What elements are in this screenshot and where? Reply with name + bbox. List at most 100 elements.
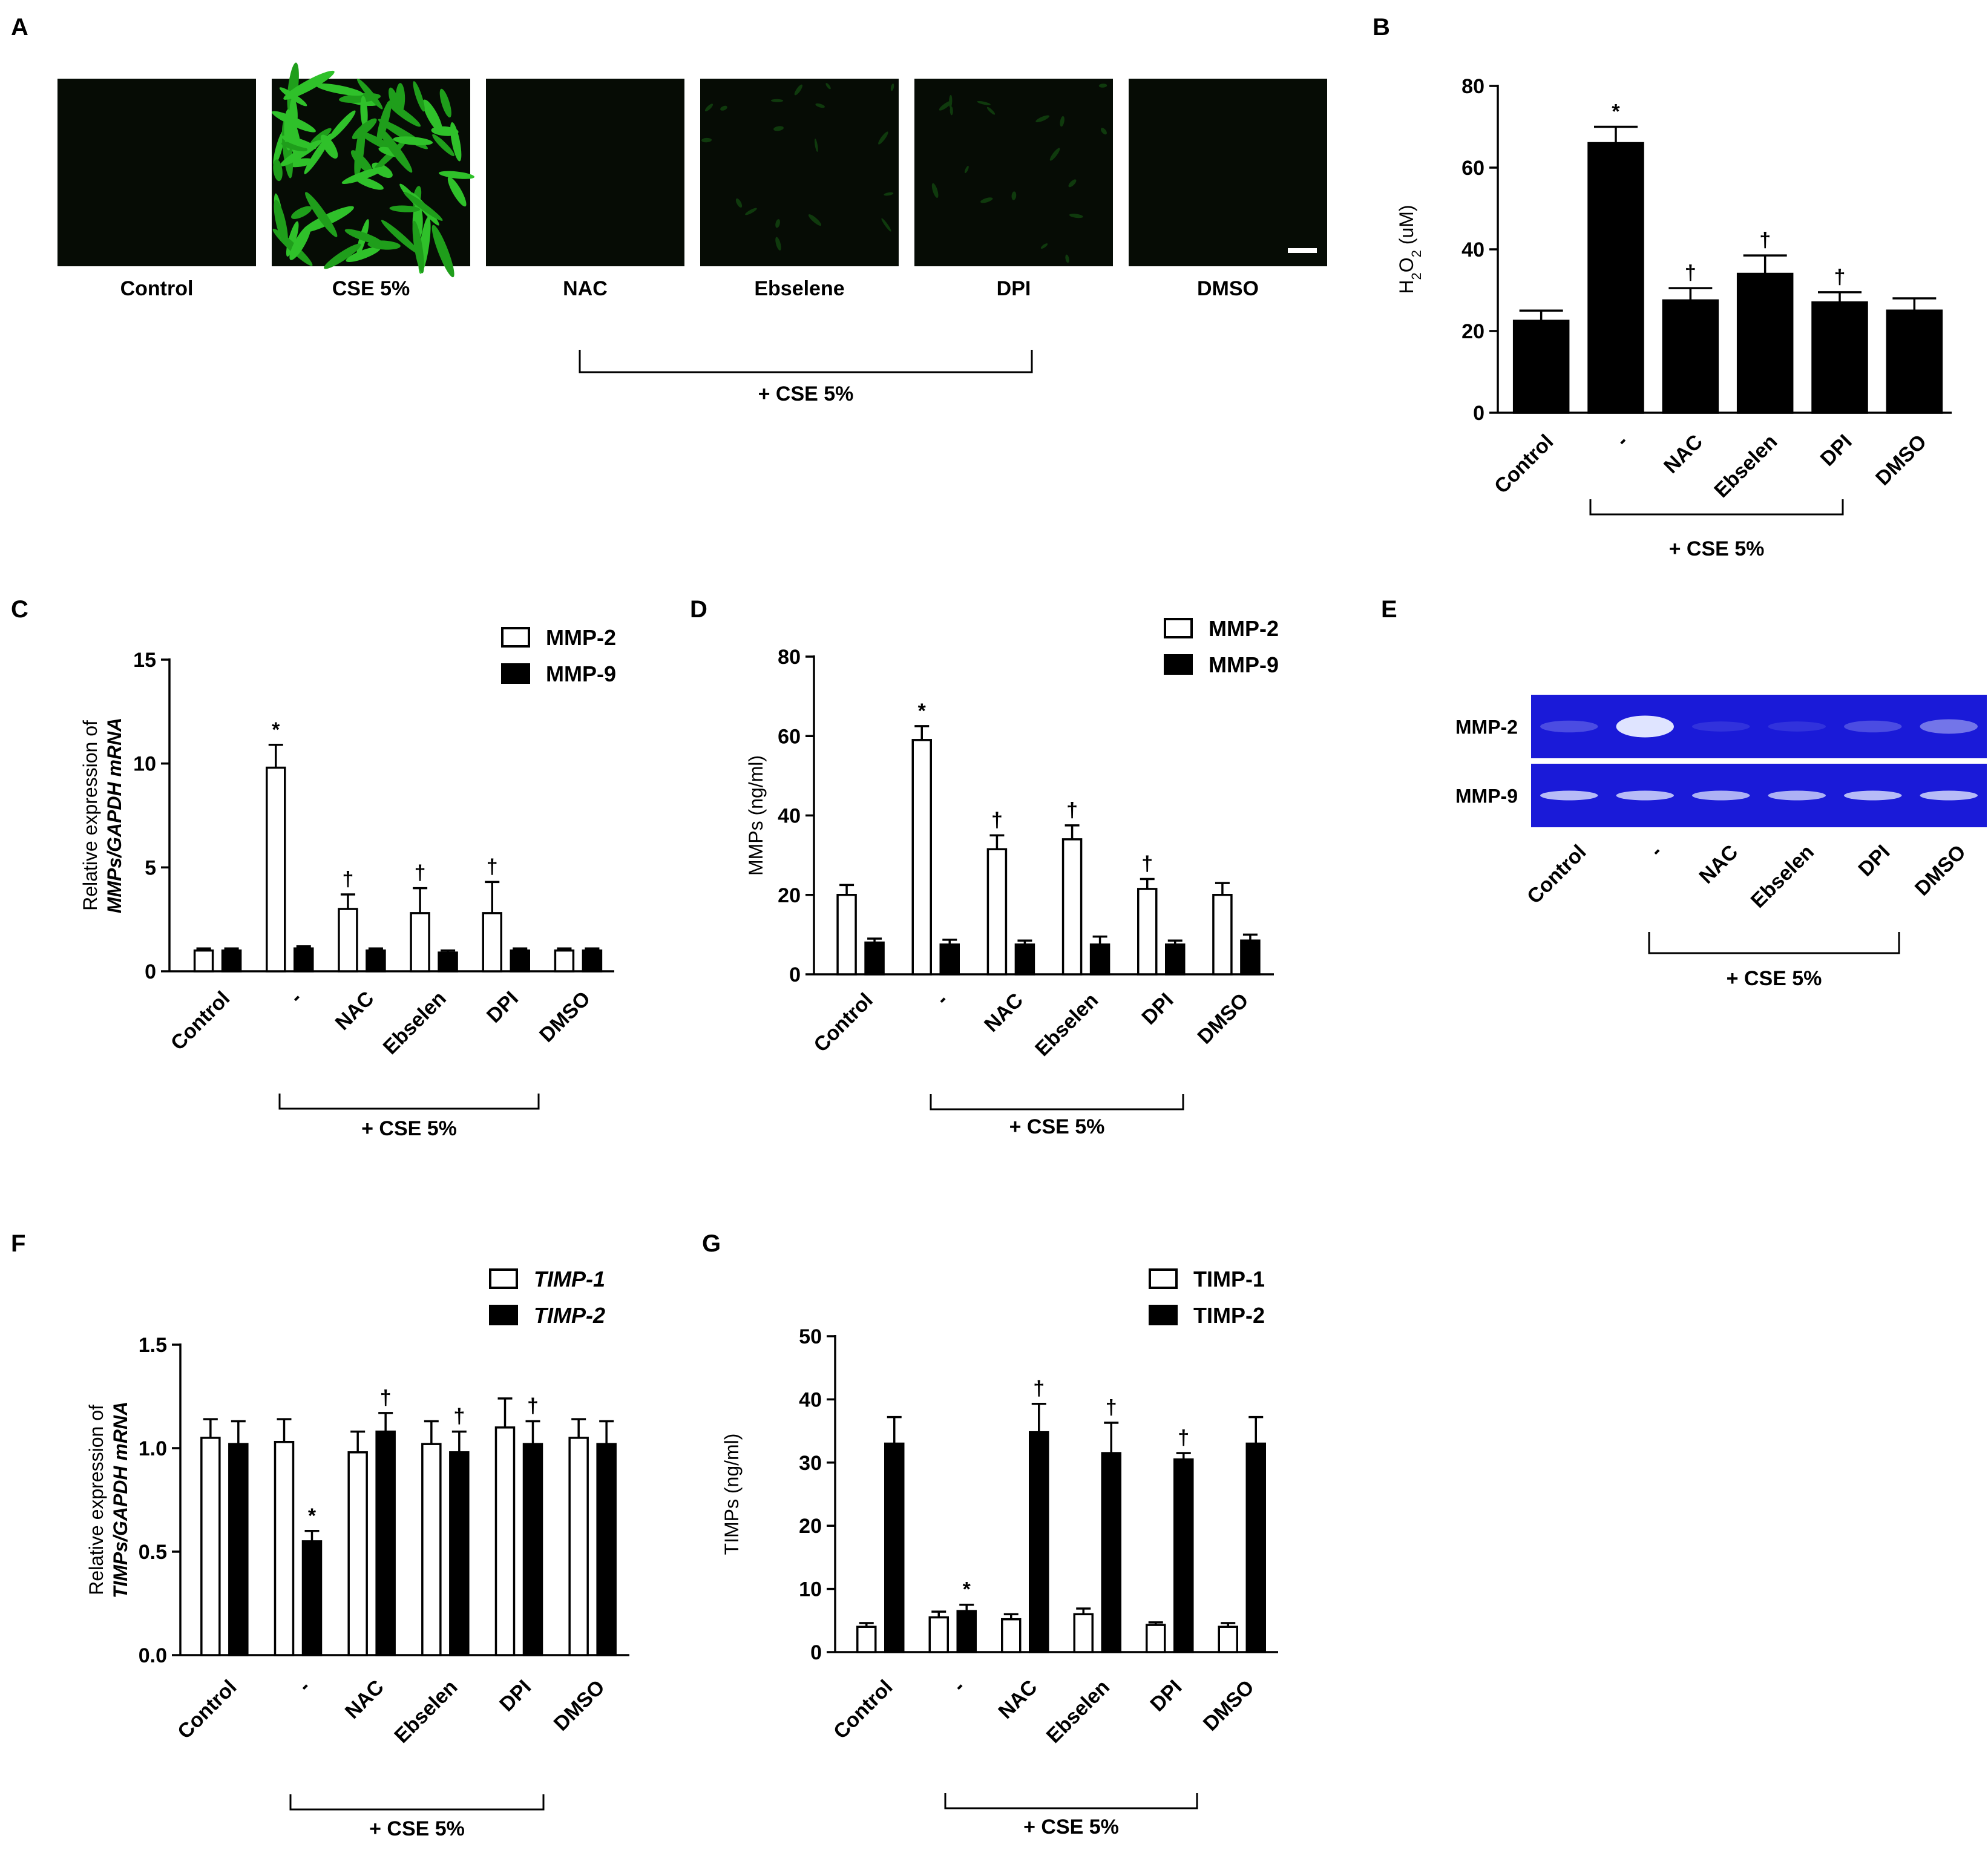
fluorescent-cell xyxy=(432,134,454,157)
y-tick-label: 50 xyxy=(799,1325,822,1348)
bar xyxy=(1165,943,1186,976)
micrograph-row: Control CSE 5% NAC Ebselene DPI DMSO + CSE 5% xyxy=(57,62,1327,405)
significance-mark: † xyxy=(1834,266,1846,289)
fluorescent-cell xyxy=(352,118,377,140)
group-bracket xyxy=(944,1793,1198,1809)
fluorescent-cell xyxy=(413,81,425,112)
legend-label: MMP-9 xyxy=(546,661,616,686)
micrograph-label: DPI xyxy=(997,277,1031,300)
bar xyxy=(1101,1452,1121,1653)
bar xyxy=(1073,1613,1094,1653)
legend-label: MMP-2 xyxy=(546,625,616,650)
significance-mark: † xyxy=(1141,853,1153,876)
legend-swatch xyxy=(489,1268,518,1289)
fluorescent-cell xyxy=(825,83,831,90)
x-tick-label: DPI xyxy=(1137,989,1178,1029)
zymography-gel: MMP-2 MMP-9 Control - NAC Ebselen DPI DMSO + CSE… xyxy=(1455,695,1987,990)
y-axis-label-line1: Relative expression of xyxy=(79,720,101,911)
fluorescent-cell xyxy=(291,206,312,219)
group-bracket xyxy=(579,350,1033,373)
bar xyxy=(884,1442,905,1653)
y-tick-label: 60 xyxy=(1461,157,1484,180)
y-tick-label: 20 xyxy=(778,884,801,907)
fluorescent-cell xyxy=(950,106,953,116)
y-tick-label: 0 xyxy=(1473,402,1484,425)
legend-swatch xyxy=(501,663,530,684)
bar xyxy=(375,1430,396,1656)
fluorescent-cell xyxy=(431,225,454,278)
fluorescent-cell xyxy=(1060,116,1065,127)
fluorescent-cell xyxy=(274,199,288,246)
y-axis-label: TIMPs (ng/ml) xyxy=(721,1434,743,1555)
fluorescent-cell xyxy=(964,166,969,174)
bar xyxy=(1218,1625,1238,1653)
bar xyxy=(582,949,603,973)
bar xyxy=(1146,1624,1166,1653)
gel-band xyxy=(1540,790,1598,801)
fluorescent-cell xyxy=(412,220,424,274)
bar xyxy=(522,1443,543,1656)
gel-lane-label: Control xyxy=(1523,841,1590,908)
fluorescent-cell xyxy=(1065,254,1069,263)
bar xyxy=(1137,888,1158,976)
fluorescent-cell xyxy=(808,214,822,226)
bar xyxy=(864,941,885,976)
bar xyxy=(836,894,857,976)
fluorescent-cell xyxy=(344,229,382,244)
fluorescent-cell xyxy=(977,100,991,105)
bar xyxy=(200,1437,221,1656)
fluorescent-cell xyxy=(1049,148,1060,161)
legend-swatch xyxy=(1149,1305,1178,1325)
fluorescent-cell xyxy=(289,225,311,260)
fluorescent-cell xyxy=(773,126,784,131)
fluorescent-cell xyxy=(283,70,335,100)
bar xyxy=(366,949,386,973)
x-tick-label: Ebselen xyxy=(1710,430,1782,502)
y-axis-label-line2: TIMPs/GAPDH mRNA xyxy=(110,1402,131,1598)
y-tick-label: 40 xyxy=(799,1388,822,1411)
gel-lane-label: Ebselen xyxy=(1747,841,1819,913)
bar xyxy=(510,949,530,973)
x-tick-label: DPI xyxy=(482,987,523,1028)
y-axis-label-part: 2 xyxy=(1409,272,1424,280)
x-tick-label: NAC xyxy=(1659,430,1707,478)
y-tick-label: 40 xyxy=(778,805,801,828)
x-tick-label: DMSO xyxy=(1871,430,1931,490)
fluorescent-cell xyxy=(346,246,381,262)
bar xyxy=(554,949,575,973)
y-tick-label: 5 xyxy=(145,856,156,879)
bar xyxy=(1886,309,1943,414)
fluorescent-cell xyxy=(775,219,780,228)
y-tick-label: 0.0 xyxy=(139,1644,167,1667)
bar xyxy=(266,766,286,973)
fluorescent-cell xyxy=(939,100,952,111)
y-axis-label-line2: MMPs/GAPDH mRNA xyxy=(103,718,125,914)
fluorescent-cell xyxy=(422,99,442,133)
x-tick-label: - xyxy=(931,989,953,1010)
legend-label: TIMP-1 xyxy=(534,1267,605,1291)
gel-band xyxy=(1540,720,1598,733)
x-tick-label: DPI xyxy=(495,1676,536,1716)
bar xyxy=(1089,943,1110,976)
fluorescent-cell xyxy=(735,198,743,208)
bar xyxy=(1014,943,1035,976)
bar xyxy=(1029,1431,1049,1653)
bar xyxy=(193,949,214,973)
gel-band xyxy=(1844,720,1902,733)
fluorescent-cell xyxy=(360,96,368,129)
fluorescent-cell xyxy=(890,84,894,91)
panel-a: A Control CSE 5% NAC Ebselene DPI DMSO + CSE 5… xyxy=(11,14,1327,405)
micrograph-label: Control xyxy=(120,277,194,300)
gel-lane-label: NAC xyxy=(1694,841,1742,888)
fluorescent-cell xyxy=(281,142,308,152)
x-tick-label: - xyxy=(286,987,307,1008)
bar xyxy=(347,1451,368,1656)
fluorescent-cell xyxy=(310,128,332,146)
legend-swatch xyxy=(501,627,530,648)
y-tick-label: 20 xyxy=(799,1515,822,1538)
significance-mark: † xyxy=(1178,1426,1189,1449)
bar xyxy=(1240,939,1261,976)
panel-g: G 0 10 20 30 40 50 TIMPs (ng/ml) Control * - † NAC †… xyxy=(702,1230,1278,1839)
significance-mark: † xyxy=(527,1395,539,1418)
